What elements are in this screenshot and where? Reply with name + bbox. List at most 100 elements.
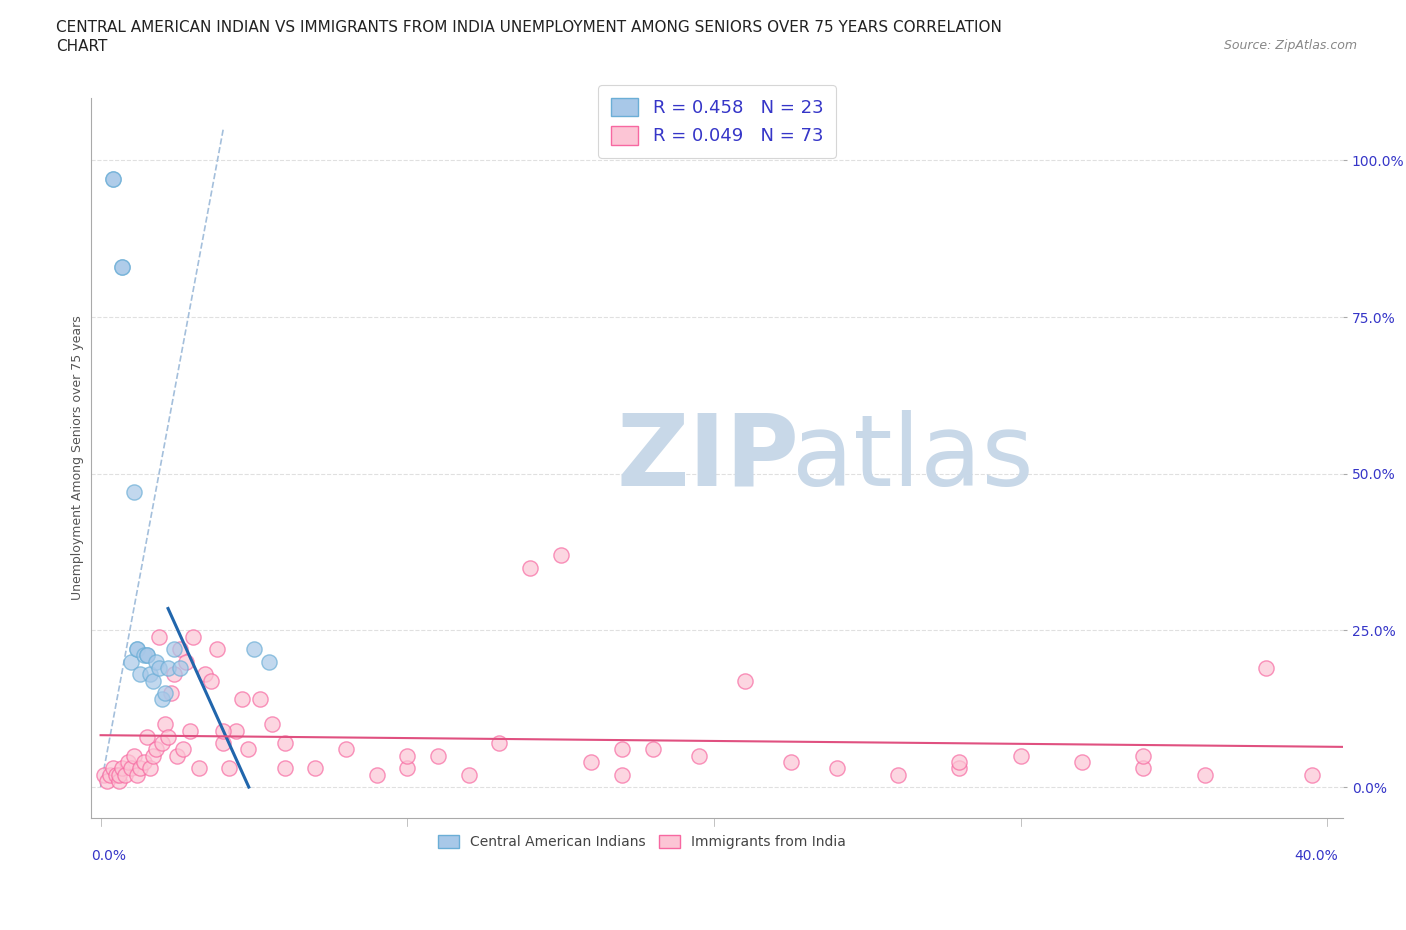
Point bbox=[138, 761, 160, 776]
Point bbox=[169, 660, 191, 675]
Point bbox=[426, 749, 449, 764]
Point bbox=[111, 761, 134, 776]
Point bbox=[1132, 749, 1154, 764]
Point bbox=[688, 749, 710, 764]
Point bbox=[127, 642, 149, 657]
Point bbox=[172, 742, 194, 757]
Point bbox=[117, 754, 139, 769]
Text: ZIP: ZIP bbox=[617, 409, 800, 507]
Point bbox=[93, 767, 115, 782]
Point bbox=[160, 685, 183, 700]
Text: 0.0%: 0.0% bbox=[91, 849, 127, 863]
Point bbox=[200, 673, 222, 688]
Text: CHART: CHART bbox=[56, 39, 108, 54]
Point bbox=[120, 761, 142, 776]
Point bbox=[335, 742, 357, 757]
Point bbox=[108, 774, 131, 789]
Point bbox=[1301, 767, 1323, 782]
Point bbox=[1132, 761, 1154, 776]
Point bbox=[142, 749, 165, 764]
Point bbox=[96, 774, 118, 789]
Point bbox=[243, 642, 266, 657]
Point bbox=[104, 767, 127, 782]
Point bbox=[176, 655, 198, 670]
Point bbox=[610, 742, 633, 757]
Point bbox=[734, 673, 756, 688]
Point bbox=[132, 648, 155, 663]
Point bbox=[488, 736, 510, 751]
Point bbox=[145, 742, 167, 757]
Point bbox=[138, 667, 160, 682]
Point bbox=[150, 736, 173, 751]
Text: 40.0%: 40.0% bbox=[1295, 849, 1339, 863]
Point bbox=[259, 655, 281, 670]
Point bbox=[1194, 767, 1216, 782]
Point bbox=[205, 642, 228, 657]
Point bbox=[262, 717, 284, 732]
Point bbox=[273, 736, 295, 751]
Point bbox=[825, 761, 848, 776]
Point bbox=[779, 754, 801, 769]
Point bbox=[610, 767, 633, 782]
Point bbox=[124, 749, 146, 764]
Point bbox=[194, 667, 217, 682]
Point bbox=[1010, 749, 1032, 764]
Point bbox=[887, 767, 910, 782]
Point bbox=[163, 642, 186, 657]
Point bbox=[148, 630, 170, 644]
Point bbox=[581, 754, 603, 769]
Point bbox=[157, 660, 180, 675]
Text: atlas: atlas bbox=[792, 409, 1033, 507]
Point bbox=[157, 729, 180, 744]
Point bbox=[218, 761, 240, 776]
Point bbox=[108, 767, 131, 782]
Point bbox=[273, 761, 295, 776]
Point bbox=[153, 717, 176, 732]
Point bbox=[127, 642, 149, 657]
Point bbox=[1071, 754, 1094, 769]
Point bbox=[225, 724, 247, 738]
Point bbox=[181, 630, 204, 644]
Point bbox=[135, 648, 157, 663]
Point bbox=[948, 754, 970, 769]
Point bbox=[124, 485, 146, 500]
Point bbox=[101, 172, 124, 187]
Point bbox=[129, 667, 152, 682]
Point bbox=[114, 767, 136, 782]
Point bbox=[150, 692, 173, 707]
Point bbox=[145, 655, 167, 670]
Point bbox=[169, 642, 191, 657]
Point bbox=[135, 729, 157, 744]
Point bbox=[111, 259, 134, 274]
Point bbox=[111, 259, 134, 274]
Point bbox=[179, 724, 201, 738]
Point bbox=[519, 560, 541, 575]
Y-axis label: Unemployment Among Seniors over 75 years: Unemployment Among Seniors over 75 years bbox=[72, 315, 84, 601]
Point bbox=[396, 761, 419, 776]
Point bbox=[550, 548, 572, 563]
Point bbox=[641, 742, 664, 757]
Point bbox=[120, 655, 142, 670]
Point bbox=[132, 754, 155, 769]
Point bbox=[148, 660, 170, 675]
Point bbox=[236, 742, 259, 757]
Point bbox=[163, 667, 186, 682]
Point bbox=[142, 673, 165, 688]
Text: Source: ZipAtlas.com: Source: ZipAtlas.com bbox=[1223, 39, 1357, 52]
Point bbox=[166, 749, 188, 764]
Point bbox=[231, 692, 253, 707]
Point bbox=[212, 736, 235, 751]
Point bbox=[153, 685, 176, 700]
Point bbox=[1254, 660, 1277, 675]
Point bbox=[396, 749, 419, 764]
Point bbox=[212, 724, 235, 738]
Legend: Central American Indians, Immigrants from India: Central American Indians, Immigrants fro… bbox=[432, 830, 852, 855]
Point bbox=[135, 648, 157, 663]
Point bbox=[249, 692, 271, 707]
Point bbox=[948, 761, 970, 776]
Point bbox=[457, 767, 479, 782]
Point bbox=[304, 761, 326, 776]
Point bbox=[127, 767, 149, 782]
Point bbox=[129, 761, 152, 776]
Point bbox=[101, 172, 124, 187]
